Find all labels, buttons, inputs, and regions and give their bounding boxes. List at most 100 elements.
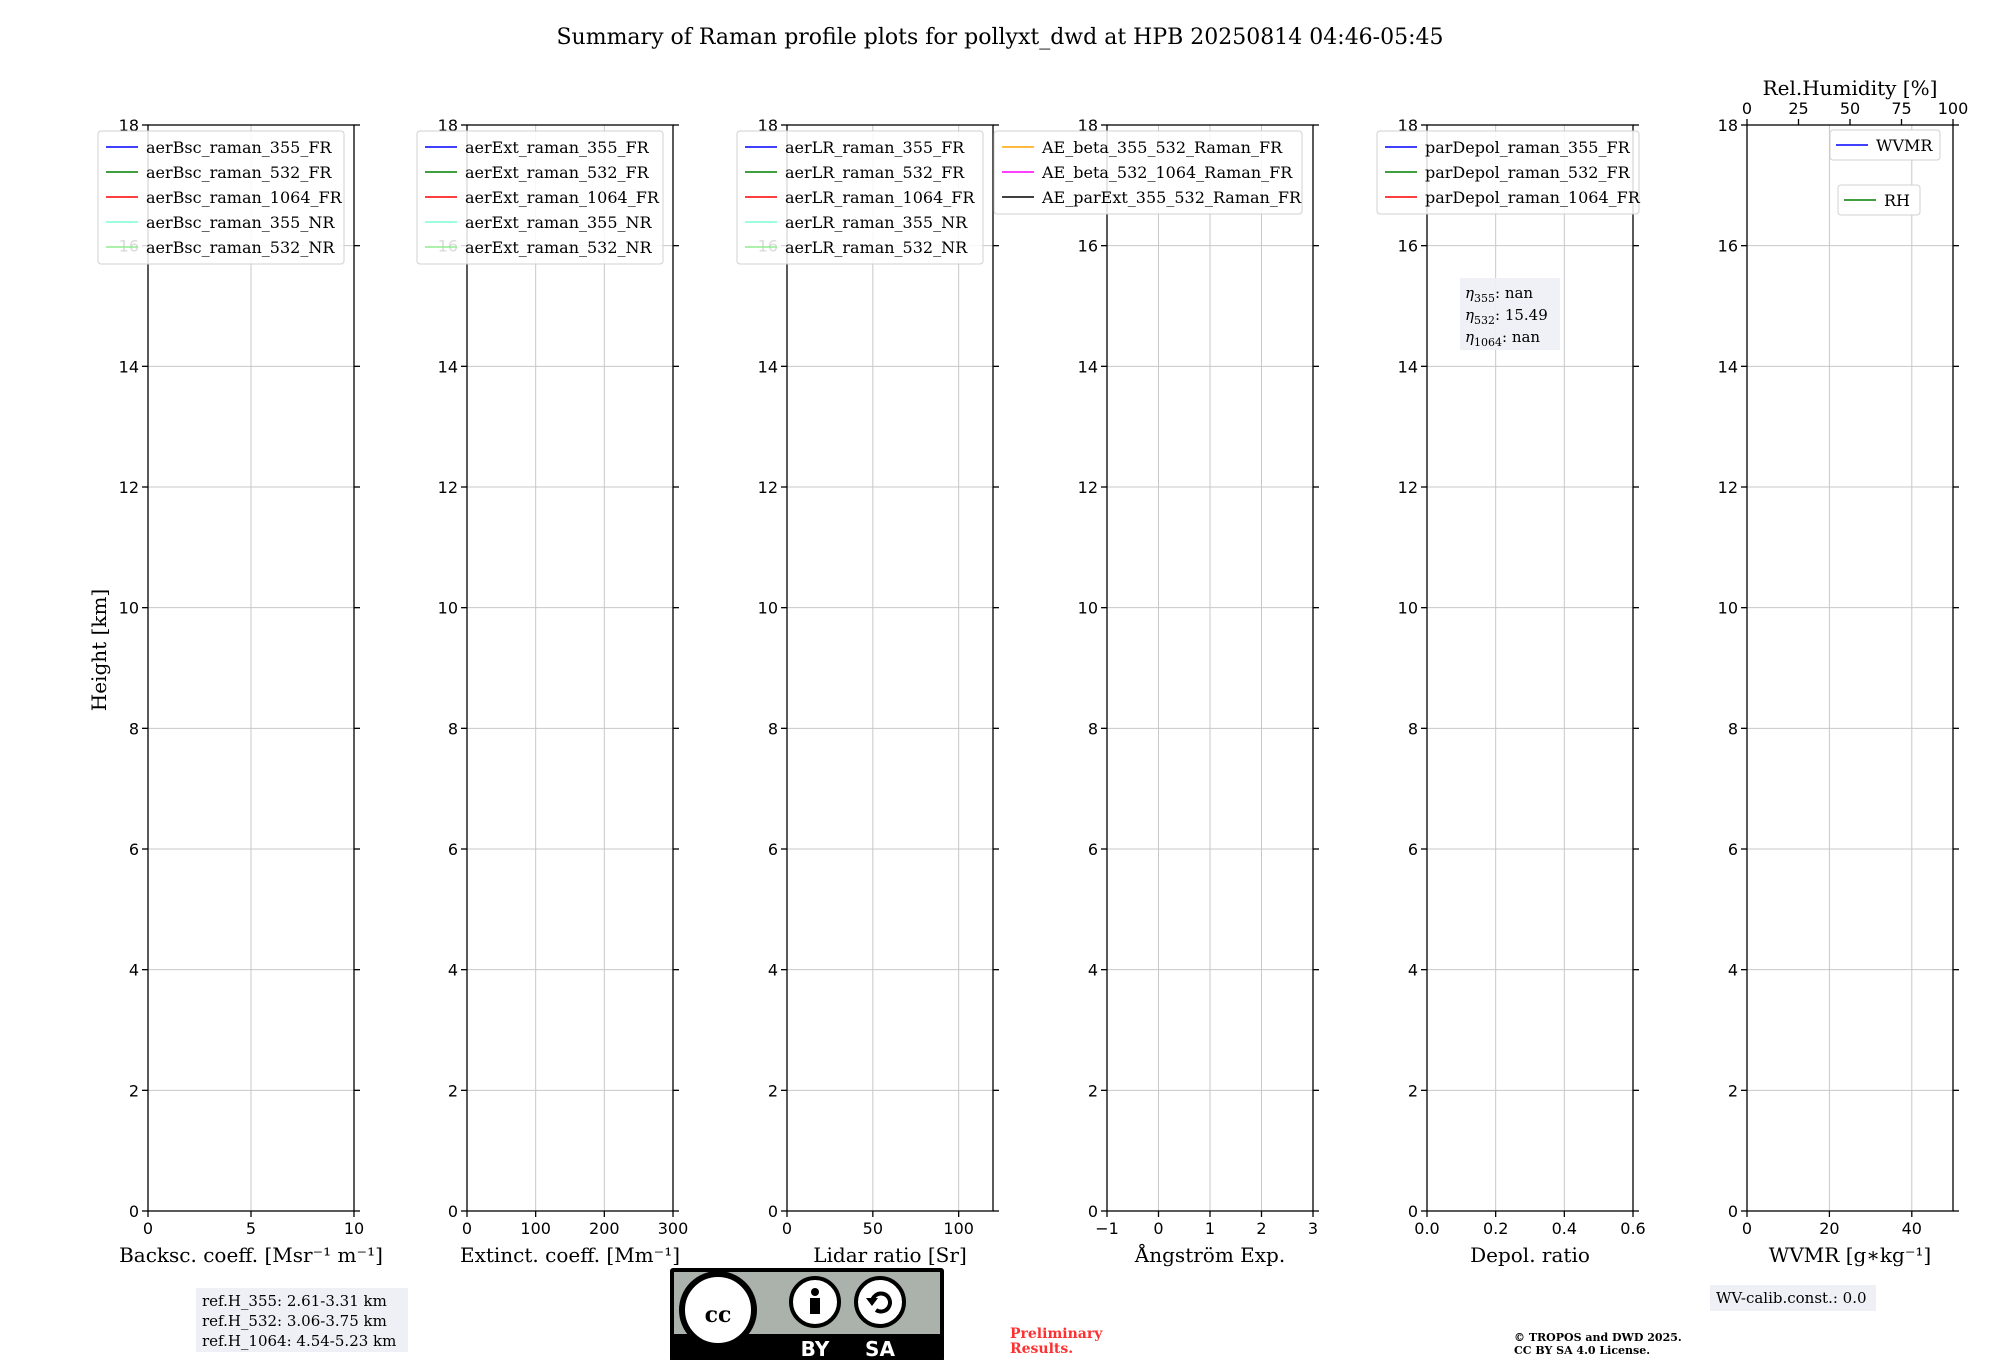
xtick-label: 5 — [246, 1219, 256, 1238]
ytick-label: 4 — [448, 961, 458, 980]
panel-3: 024681012141618050100Lidar ratio [Sr]aer… — [736, 116, 999, 1267]
legend-entry: parDepol_raman_355_FR — [1425, 138, 1631, 157]
ytick-label: 18 — [1398, 116, 1418, 135]
figure-title: Summary of Raman profile plots for polly… — [556, 25, 1443, 50]
x-axis-label: Lidar ratio [Sr] — [813, 1243, 967, 1267]
ytick-label: 2 — [129, 1081, 139, 1100]
ytick-label: 4 — [1088, 961, 1098, 980]
ytick-label: 10 — [438, 599, 458, 618]
ytick-label: 14 — [758, 357, 778, 376]
axes-frame — [1746, 124, 1954, 1212]
legend-entry: aerExt_raman_355_FR — [465, 138, 650, 157]
legend-entry: aerLR_raman_355_FR — [785, 138, 965, 157]
ytick-label: 14 — [1718, 357, 1738, 376]
legend-entry: aerBsc_raman_532_NR — [146, 238, 335, 257]
panels: 0246810121416180510Backsc. coeff. [Msr⁻¹… — [97, 76, 1968, 1267]
x-axis-label: Ångström Exp. — [1134, 1242, 1285, 1267]
ytick-label: 14 — [1398, 357, 1418, 376]
badge-by-text: BY — [801, 1337, 830, 1360]
ytick-label: 4 — [129, 961, 139, 980]
wv-calib-text: WV-calib.const.: 0.0 — [1716, 1289, 1867, 1307]
top-xtick-label: 50 — [1840, 99, 1860, 118]
legend: aerExt_raman_355_FR aerExt_raman_532_FRae… — [416, 130, 664, 265]
legend-entry: AE_beta_355_532_Raman_FR — [1041, 138, 1283, 157]
sa-share-icon — [854, 1276, 906, 1328]
badge-sa-text: SA — [865, 1337, 895, 1360]
legend-entry: aerLR_raman_532_FR — [785, 163, 965, 182]
ytick-label: 4 — [1408, 961, 1418, 980]
x-axis-label: Backsc. coeff. [Msr⁻¹ m⁻¹] — [119, 1243, 383, 1267]
xtick-label: 20 — [1819, 1219, 1839, 1238]
ytick-label: 8 — [1408, 719, 1418, 738]
ytick-label: 2 — [768, 1081, 778, 1100]
cc-logo-icon — [679, 1271, 757, 1349]
xtick-label: 0 — [143, 1219, 153, 1238]
legend-entry: aerBsc_raman_355_FR — [146, 138, 332, 157]
ytick-label: 6 — [1408, 840, 1418, 859]
ytick-label: 8 — [1728, 719, 1738, 738]
legend-entry: AE_beta_532_1064_Raman_FR — [1041, 163, 1293, 182]
ytick-label: 6 — [768, 840, 778, 859]
legend-entry: RH — [1884, 191, 1910, 210]
axes-frame — [1426, 124, 1634, 1212]
xtick-label: 0.6 — [1620, 1219, 1645, 1238]
panel-2: 0246810121416180100200300Extinct. coeff.… — [416, 116, 689, 1267]
xtick-label: 0 — [782, 1219, 792, 1238]
xtick-label: 40 — [1902, 1219, 1922, 1238]
panel-1: 0246810121416180510Backsc. coeff. [Msr⁻¹… — [97, 116, 383, 1267]
legend-entry: aerBsc_raman_355_NR — [146, 213, 335, 232]
legend-entry: WVMR — [1876, 136, 1933, 155]
ytick-label: 0 — [1408, 1202, 1418, 1221]
top-axis-label: Rel.Humidity [%] — [1763, 76, 1938, 100]
legend: parDepol_raman_355_FR parDepol_raman_532_… — [1376, 130, 1641, 215]
legend-entry: aerExt_raman_532_FR — [465, 163, 650, 182]
legend: aerLR_raman_355_FR aerLR_raman_532_FR aerL… — [736, 130, 984, 265]
eta-355-value: nan — [1505, 284, 1534, 302]
ytick-label: 4 — [1728, 961, 1738, 980]
ytick-label: 0 — [1728, 1202, 1738, 1221]
top-xtick-label: 0 — [1742, 99, 1752, 118]
xtick-label: 100 — [520, 1219, 551, 1238]
ytick-label: 12 — [1078, 478, 1098, 497]
top-xtick-label: 25 — [1788, 99, 1808, 118]
ytick-label: 2 — [1088, 1081, 1098, 1100]
axes-frame — [466, 124, 674, 1212]
x-axis-label: Depol. ratio — [1470, 1243, 1590, 1267]
xtick-label: 300 — [658, 1219, 689, 1238]
legend-entry: AE_parExt_355_532_Raman_FR — [1041, 188, 1302, 207]
ytick-label: 0 — [1088, 1202, 1098, 1221]
xtick-label: 50 — [863, 1219, 883, 1238]
ytick-label: 8 — [448, 719, 458, 738]
copyright-line-2: CC BY SA 4.0 License. — [1514, 1344, 1650, 1357]
ytick-label: 6 — [129, 840, 139, 859]
xtick-label: 10 — [344, 1219, 364, 1238]
legend: AE_beta_355_532_Raman_FR AE_beta_532_1064… — [993, 130, 1303, 215]
xtick-label: 0.4 — [1552, 1219, 1577, 1238]
ytick-label: 10 — [758, 599, 778, 618]
cc-logo-text: cc — [705, 1302, 732, 1328]
ytick-label: 2 — [448, 1081, 458, 1100]
ytick-label: 18 — [1078, 116, 1098, 135]
xtick-label: 0 — [462, 1219, 472, 1238]
preliminary-line-2: Results. — [1010, 1341, 1073, 1357]
xtick-label: 1 — [1205, 1219, 1215, 1238]
ytick-label: 6 — [448, 840, 458, 859]
ytick-label: 2 — [1408, 1081, 1418, 1100]
panel-5: 0 2 4 6 8 10 12 14 16 18 0.0 0.2 0.4 0.6 Depol. ratio p… — [1376, 116, 1646, 1267]
xtick-label: −1 — [1095, 1219, 1119, 1238]
ytick-label: 14 — [119, 357, 139, 376]
legend-entry: parDepol_raman_1064_FR — [1425, 188, 1641, 207]
ytick-label: 18 — [758, 116, 778, 135]
top-xtick-label: 75 — [1891, 99, 1911, 118]
ytick-label: 10 — [1078, 599, 1098, 618]
ytick-label: 2 — [1728, 1081, 1738, 1100]
svg-text:η1064: nan: η1064: nan — [1465, 328, 1540, 349]
reference-height-box: ref.H_355: 2.61-3.31 km ref.H_532: 3.06-… — [196, 1288, 408, 1352]
xtick-label: 0.0 — [1414, 1219, 1439, 1238]
ytick-label: 14 — [1078, 357, 1098, 376]
ytick-label: 12 — [1398, 478, 1418, 497]
ytick-label: 0 — [768, 1202, 778, 1221]
legend: aerBsc_raman_355_FR aerBsc_raman_532_FRae… — [97, 130, 345, 265]
ytick-label: 8 — [1088, 719, 1098, 738]
